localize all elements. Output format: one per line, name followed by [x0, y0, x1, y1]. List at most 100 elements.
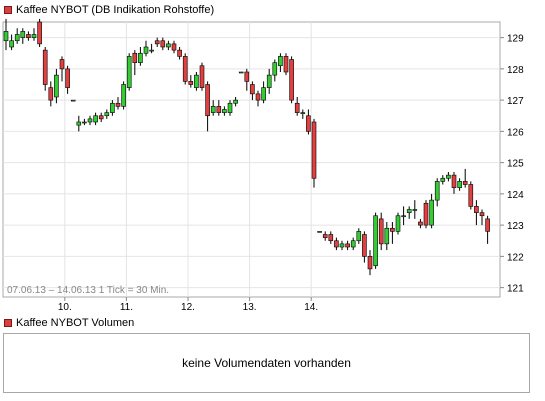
candle-body	[378, 218, 384, 245]
candle	[70, 99, 76, 102]
plot-area	[2, 21, 501, 298]
candle	[423, 200, 429, 229]
grid-lines	[3, 22, 500, 297]
candle-body	[418, 221, 423, 226]
candle-body	[65, 68, 70, 88]
candle	[210, 100, 216, 116]
volume-legend-label: Kaffee NYBOT Volumen	[16, 317, 135, 329]
candle-body	[3, 31, 9, 42]
candle-body	[121, 84, 126, 107]
candle	[31, 28, 37, 41]
candle	[311, 118, 317, 188]
candle	[306, 109, 311, 135]
candle	[182, 53, 188, 85]
x-tick-label: 11.	[120, 302, 133, 313]
candle-body	[401, 215, 406, 218]
candle	[93, 112, 98, 126]
x-tick-label: 13.	[243, 302, 257, 313]
candle-body	[160, 40, 166, 48]
candle-body	[149, 49, 154, 52]
candle	[233, 97, 238, 107]
candle	[177, 47, 182, 60]
candle-body	[395, 215, 401, 232]
candle-body	[143, 46, 149, 54]
candle-body	[373, 215, 378, 267]
candle-body	[154, 40, 160, 45]
candle	[261, 81, 266, 104]
candle	[328, 231, 334, 244]
candle-body	[328, 234, 334, 242]
candles	[3, 18, 490, 276]
candle	[9, 34, 14, 51]
volume-panel: keine Volumendaten vorhanden	[3, 333, 530, 393]
candle-body	[26, 34, 31, 38]
candle	[266, 68, 272, 94]
volume-legend: Kaffee NYBOT Volumen	[4, 316, 134, 330]
candle	[446, 172, 451, 182]
candle	[98, 112, 104, 122]
candle-body	[485, 218, 490, 232]
candle	[82, 118, 87, 126]
candle	[457, 178, 462, 191]
candle	[238, 71, 244, 74]
candle	[384, 222, 390, 251]
candle	[317, 231, 322, 233]
candle-body	[31, 34, 37, 38]
candle-body	[138, 52, 143, 63]
candle	[378, 212, 384, 251]
candle-body	[233, 99, 238, 104]
candle	[166, 40, 171, 51]
candle-body	[468, 184, 474, 207]
candle	[350, 237, 356, 251]
candle-body	[322, 234, 328, 238]
candle-body	[171, 43, 177, 51]
candle	[283, 53, 289, 76]
candle-body	[216, 106, 222, 113]
candle	[48, 81, 54, 107]
candle-body	[423, 202, 429, 226]
candle-body	[283, 56, 289, 73]
candle-body	[311, 121, 317, 179]
candle-body	[300, 112, 306, 114]
candle	[434, 178, 440, 207]
candle-body	[266, 74, 272, 88]
x-axis: 10. 11. 12. 13. 14.	[58, 297, 318, 313]
candle-body	[278, 56, 283, 67]
candle	[37, 18, 42, 47]
candle	[395, 212, 401, 235]
candle	[194, 72, 199, 91]
candle-body	[479, 212, 485, 217]
candle	[104, 109, 110, 119]
price-legend: Kaffee NYBOT (DB Indikation Rohstoffe)	[4, 3, 214, 17]
x-tick-label: 12.	[181, 302, 195, 313]
candle	[250, 81, 255, 101]
candle-body	[210, 106, 216, 113]
price-legend-label: Kaffee NYBOT (DB Indikation Rohstoffe)	[16, 4, 215, 16]
candle-body	[126, 56, 132, 88]
y-tick-label: 129	[507, 34, 524, 45]
candle	[143, 40, 149, 57]
candle-body	[440, 177, 446, 182]
y-tick-label: 127	[507, 96, 524, 107]
candle-body	[87, 118, 93, 123]
candle	[485, 215, 490, 244]
candle	[76, 115, 82, 132]
candle-body	[334, 240, 339, 248]
candle-body	[115, 102, 121, 107]
candle-body	[59, 59, 65, 70]
y-tick-label: 126	[507, 127, 524, 138]
candle	[373, 212, 378, 269]
candle	[390, 222, 395, 244]
candle-body	[93, 115, 98, 123]
candle-body	[194, 74, 199, 88]
candle	[3, 18, 9, 51]
candle	[121, 81, 126, 110]
candle-body	[457, 181, 462, 188]
y-tick-label: 128	[507, 65, 524, 76]
candle-body	[205, 84, 210, 117]
candle	[322, 231, 328, 241]
candle-body	[272, 62, 278, 76]
candle	[222, 106, 227, 116]
y-axis: 121 122 123 124 125 126 127 128 129	[500, 34, 524, 295]
candle	[406, 206, 412, 219]
